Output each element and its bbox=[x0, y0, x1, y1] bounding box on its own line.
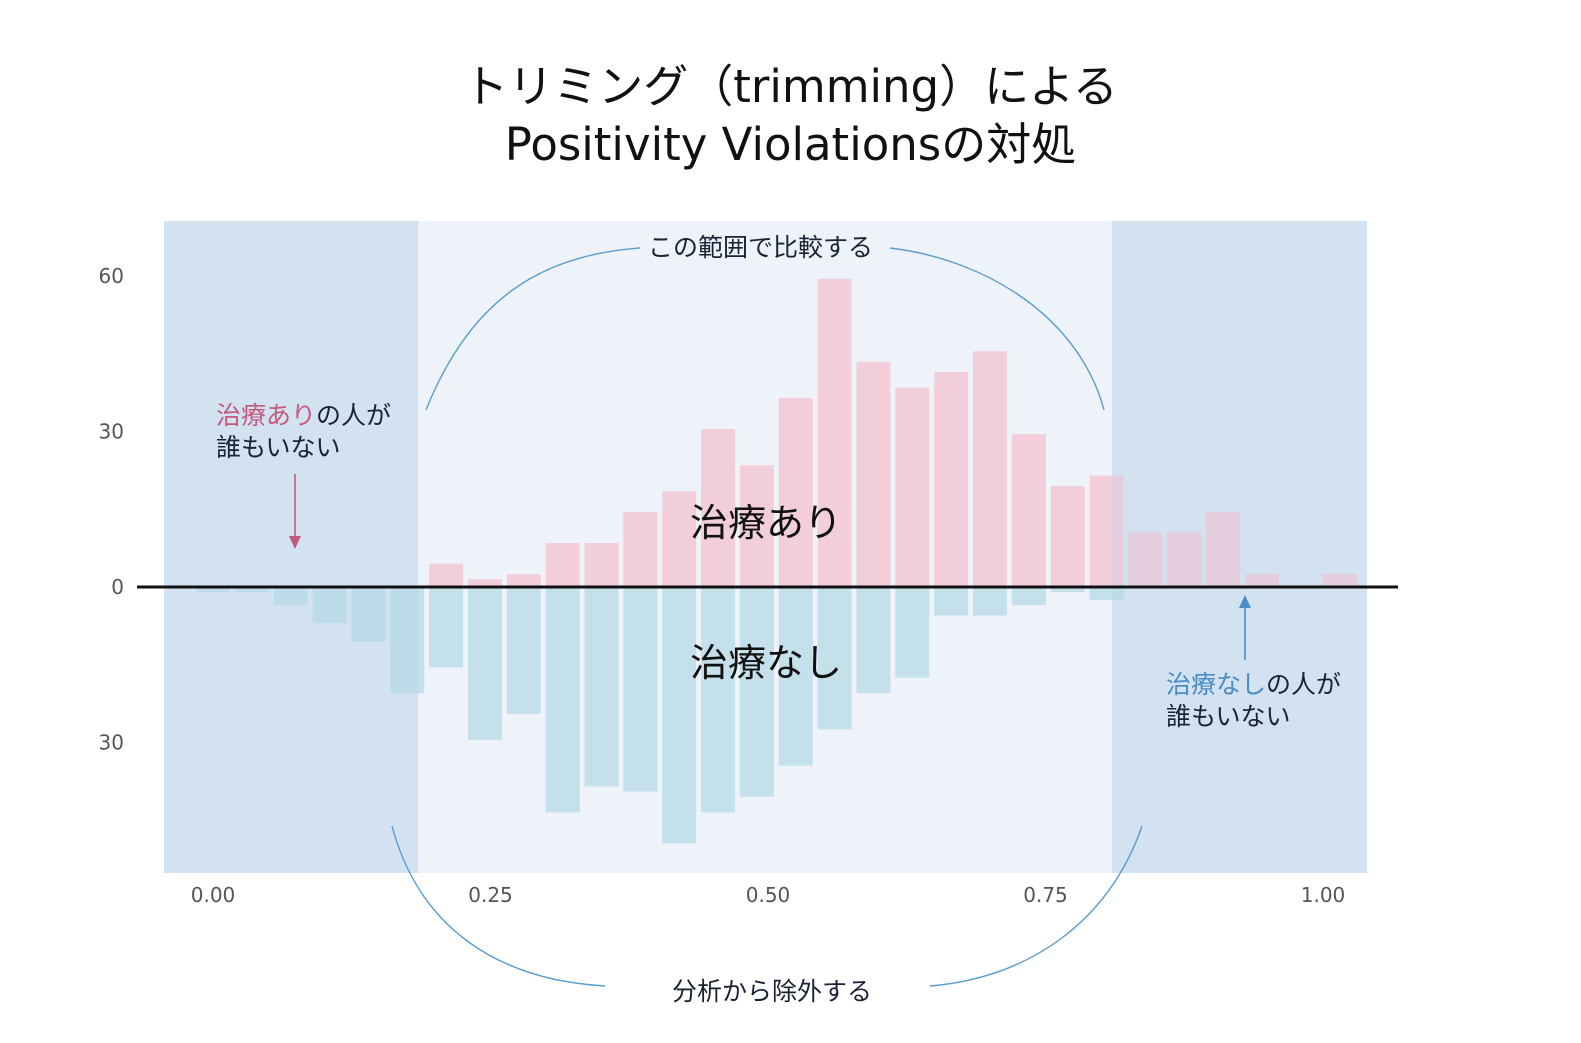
excluded-overlay bbox=[164, 221, 419, 873]
untreated-bar bbox=[390, 587, 425, 694]
excluded-overlay bbox=[1112, 221, 1367, 873]
left-note: 治療ありの人が 誰もいない bbox=[216, 400, 391, 464]
treated-bar bbox=[1011, 434, 1046, 587]
treated-bar bbox=[1050, 485, 1085, 587]
untreated-bar bbox=[973, 587, 1007, 616]
untreated-bar bbox=[273, 587, 308, 606]
treated-bar bbox=[895, 387, 930, 587]
x-tick-label: 0.75 bbox=[1023, 883, 1068, 907]
untreated-bar bbox=[701, 587, 736, 813]
exclude-arc bbox=[391, 825, 1143, 987]
x-tick-label: 0.00 bbox=[191, 883, 236, 907]
untreated-bar bbox=[934, 587, 969, 616]
treated-bar bbox=[467, 579, 502, 587]
untreated-bars bbox=[196, 587, 1124, 844]
untreated-bar bbox=[545, 587, 580, 813]
treated-bar bbox=[739, 465, 774, 587]
untreated-bar bbox=[856, 587, 891, 694]
treated-bar bbox=[662, 491, 697, 587]
exclude-label: 分析から除外する bbox=[670, 976, 875, 1008]
x-tick-label: 0.25 bbox=[468, 883, 513, 907]
treated-bar bbox=[778, 397, 813, 587]
treated-bar bbox=[701, 429, 736, 587]
right-note-line2: 誰もいない bbox=[1166, 702, 1291, 731]
untreated-bar bbox=[1050, 587, 1085, 593]
untreated-bar bbox=[506, 587, 541, 714]
chart-title-line1: トリミング（trimming）による bbox=[463, 60, 1118, 113]
treated-bar bbox=[584, 542, 619, 587]
treated-bar bbox=[1167, 532, 1202, 587]
treated-bar bbox=[856, 361, 891, 587]
excluded-overlay-right bbox=[1112, 221, 1367, 873]
y-axis-ticks: 60 30 0 30 bbox=[99, 264, 124, 754]
treated-bar bbox=[545, 542, 580, 587]
compare-range-label: この範囲で比較する bbox=[646, 232, 876, 264]
untreated-bar bbox=[817, 587, 852, 730]
x-tick-label: 1.00 bbox=[1301, 883, 1346, 907]
right-note-highlight: 治療なし bbox=[1166, 670, 1267, 699]
treated-bar bbox=[1128, 532, 1163, 587]
y-tick-label: 0 bbox=[111, 575, 124, 599]
excluded-region-left bbox=[164, 221, 419, 873]
untreated-bar bbox=[1089, 587, 1124, 600]
untreated-bar bbox=[739, 587, 774, 797]
left-note-arrowhead bbox=[289, 536, 301, 549]
untreated-bar bbox=[778, 587, 813, 766]
untreated-bar bbox=[196, 587, 230, 593]
untreated-bar bbox=[1011, 587, 1046, 606]
x-axis-ticks: 0.00 0.25 0.50 0.75 1.00 bbox=[191, 883, 1346, 907]
left-note-line2: 誰もいない bbox=[216, 433, 341, 462]
untreated-bar bbox=[312, 587, 347, 624]
untreated-bar bbox=[584, 587, 619, 787]
untreated-bar bbox=[467, 587, 502, 740]
treated-bar bbox=[973, 351, 1007, 587]
y-tick-label: 30 bbox=[99, 420, 124, 444]
treated-bars bbox=[429, 278, 1357, 587]
right-note-arrowhead bbox=[1239, 595, 1251, 608]
y-tick-label: 30 bbox=[99, 730, 124, 754]
chart-title-line2: Positivity Violationsの対処 bbox=[504, 118, 1077, 171]
x-tick-label: 0.50 bbox=[746, 883, 791, 907]
treated-bar bbox=[623, 511, 658, 587]
treated-bar bbox=[1322, 574, 1357, 587]
compare-range-arc bbox=[425, 247, 1105, 411]
untreated-bar bbox=[623, 587, 658, 792]
untreated-bar bbox=[351, 587, 386, 642]
right-note: 治療なしの人が 誰もいない bbox=[1166, 669, 1341, 733]
treated-bar bbox=[1244, 574, 1279, 587]
treated-series-label: 治療あり bbox=[690, 501, 843, 545]
treated-bar bbox=[1089, 475, 1124, 587]
untreated-series-label: 治療なし bbox=[690, 641, 843, 685]
right-note-text: の人が bbox=[1266, 670, 1342, 699]
excluded-overlay-left bbox=[164, 221, 419, 873]
y-tick-label: 60 bbox=[99, 264, 124, 288]
left-note-highlight: 治療あり bbox=[216, 401, 317, 430]
treated-bar bbox=[506, 574, 541, 587]
treated-bar bbox=[429, 563, 464, 587]
untreated-bar bbox=[429, 587, 464, 668]
treated-bar bbox=[1206, 511, 1241, 587]
left-note-text: の人が bbox=[316, 401, 392, 430]
untreated-bar bbox=[895, 587, 930, 678]
untreated-bar bbox=[662, 587, 697, 844]
chart-title: トリミング（trimming）による Positivity Violations… bbox=[0, 58, 1581, 174]
treated-bar bbox=[817, 278, 852, 587]
untreated-bar bbox=[234, 587, 269, 593]
treated-bar bbox=[934, 372, 969, 587]
